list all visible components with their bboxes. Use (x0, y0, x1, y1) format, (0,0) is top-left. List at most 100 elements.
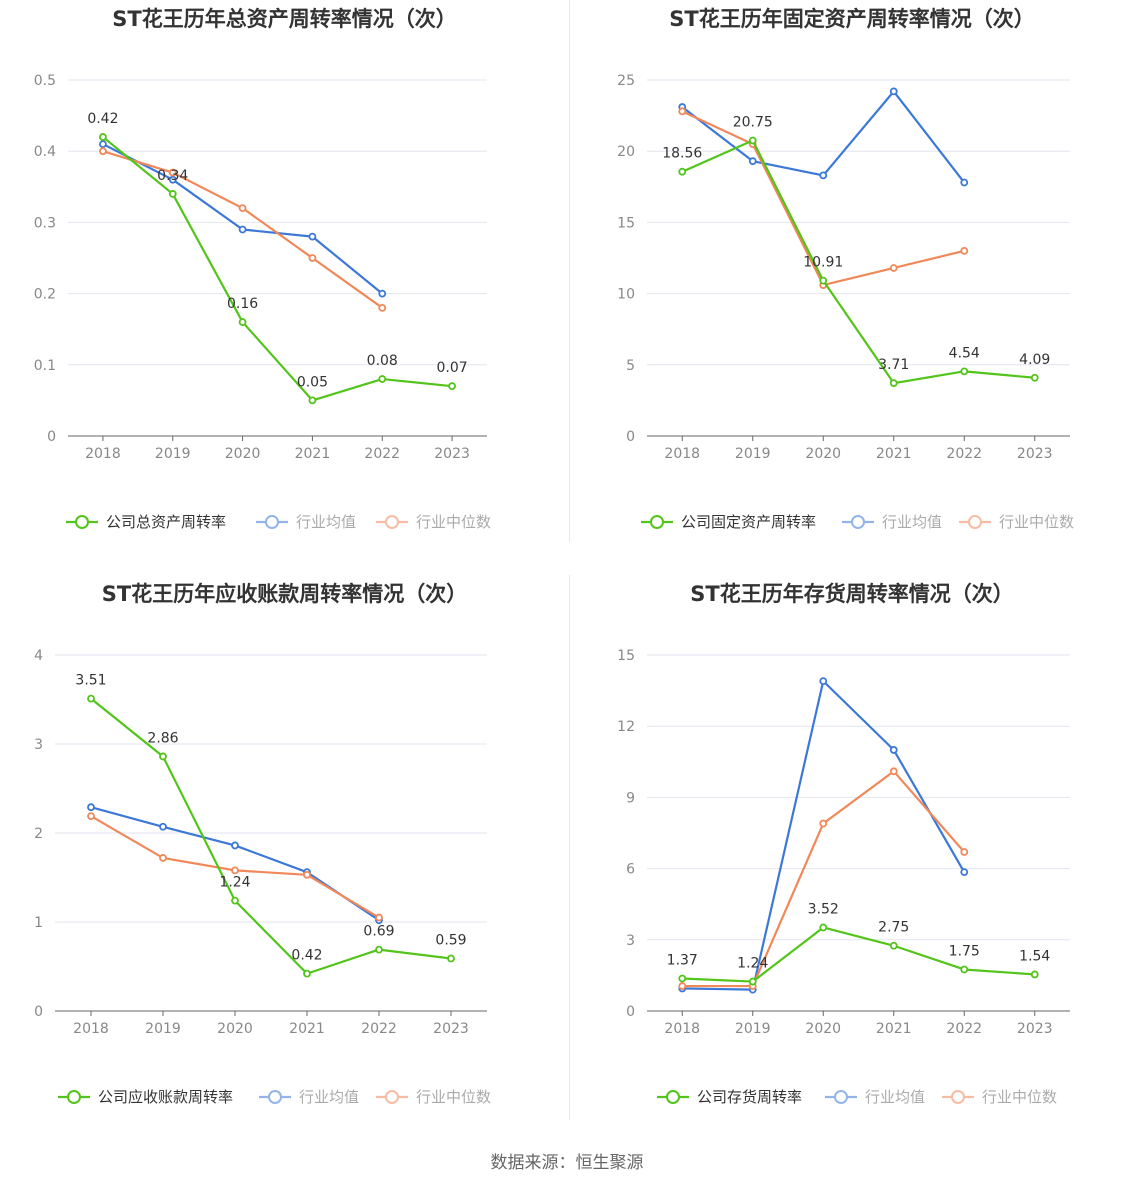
data-point-company (748, 977, 757, 986)
legend-swatch-marker (67, 1090, 81, 1104)
x-tick-label: 2022 (946, 1021, 982, 1037)
x-tick-label: 2021 (295, 446, 331, 462)
legend-swatch-marker (968, 515, 982, 529)
data-label: 2.75 (878, 920, 909, 936)
x-tick-label: 2019 (145, 1021, 181, 1037)
data-point-company (678, 974, 687, 983)
y-tick-label: 2 (34, 826, 43, 842)
data-point-company (159, 752, 167, 761)
y-tick-label: 20 (617, 144, 635, 160)
x-tick-label: 2020 (225, 446, 261, 462)
legend-swatch-marker (75, 515, 89, 529)
vertical-divider-top (569, 0, 570, 542)
data-point-industry-median (87, 812, 95, 820)
data-label: 0.16 (227, 296, 258, 312)
data-point-company (168, 190, 177, 198)
data-point-company (308, 396, 317, 405)
chart-receivables-turnover: ST花王历年应收账款周转率情况（次） 0 1 2 3 4 2018 2019 2020 2021 2… (34, 582, 491, 1106)
data-label: 0.42 (291, 948, 322, 964)
legend-label: 行业均值 (299, 1088, 359, 1106)
y-tick-label: 10 (617, 287, 635, 303)
x-tick-label: 2020 (805, 446, 841, 462)
data-label: 18.56 (662, 146, 702, 162)
legend-label: 公司固定资产周转率 (681, 513, 816, 531)
legend-label: 行业均值 (865, 1088, 925, 1106)
legend-item-company: 公司固定资产周转率 (641, 513, 816, 531)
data-point-industry-median (960, 246, 969, 255)
legend-item-company: 公司存货周转率 (657, 1088, 802, 1106)
series-line-company (102, 136, 453, 402)
x-tick-label: 2019 (735, 1021, 771, 1037)
chart-title: ST花王历年总资产周转率情况（次） (112, 7, 456, 31)
data-label: 4.09 (1019, 352, 1050, 368)
y-tick-label: 0 (47, 429, 56, 445)
legend-item-industry-average: 行业均值 (825, 1088, 925, 1106)
data-point-company (448, 382, 456, 391)
legend-swatch-marker (385, 515, 399, 529)
data-label: 1.54 (1019, 948, 1050, 964)
legend-label: 行业中位数 (416, 513, 491, 531)
data-label: 20.75 (733, 115, 773, 131)
chart-title: ST花王历年存货周转率情况（次） (690, 582, 1013, 606)
data-point-industry-median (889, 767, 898, 776)
y-tick-label: 15 (617, 215, 635, 231)
data-point-industry-average (159, 822, 167, 831)
legend-item-company: 公司应收账款周转率 (58, 1088, 233, 1106)
data-point-industry-average (308, 232, 317, 241)
y-tick-label: 9 (626, 790, 635, 806)
data-point-company (819, 276, 828, 285)
legend-item-company: 公司总资产周转率 (66, 513, 226, 531)
data-point-industry-median (678, 107, 687, 116)
legend-label: 行业中位数 (982, 1088, 1057, 1106)
data-label: 0.59 (435, 932, 466, 948)
legend-label: 行业中位数 (999, 513, 1074, 531)
data-label: 0.69 (363, 924, 394, 940)
legend-label: 行业均值 (296, 513, 356, 531)
y-tick-label: 0.3 (34, 215, 56, 231)
data-point-industry-median (960, 848, 969, 856)
data-source-note: 数据来源：恒生聚源 (490, 1153, 644, 1173)
series-line-industry-median (682, 770, 966, 988)
legend-swatch-marker (851, 515, 865, 529)
x-tick-label: 2023 (1017, 446, 1053, 462)
legend-item-industry-median: 行业中位数 (959, 513, 1074, 531)
x-tick-label: 2023 (434, 446, 470, 462)
x-tick-label: 2018 (73, 1021, 109, 1037)
data-point-industry-average (819, 171, 828, 180)
data-point-industry-median (889, 264, 898, 272)
y-tick-label: 15 (617, 648, 635, 664)
legend-label: 公司存货周转率 (697, 1088, 802, 1106)
data-point-industry-average (889, 87, 898, 96)
data-point-industry-average (889, 746, 898, 754)
vertical-divider-bottom (569, 575, 570, 1120)
x-tick-label: 2019 (155, 446, 191, 462)
data-label: 0.42 (87, 111, 118, 127)
legend-item-industry-median: 行业中位数 (376, 1088, 491, 1106)
x-tick-label: 2019 (735, 446, 771, 462)
data-point-company (960, 367, 969, 376)
y-tick-label: 0.2 (34, 287, 56, 303)
data-point-company (748, 136, 757, 145)
data-point-industry-median (308, 254, 317, 262)
legend-swatch-marker (666, 1090, 680, 1104)
data-label: 1.75 (949, 943, 980, 959)
y-tick-label: 0.4 (34, 144, 56, 160)
y-tick-label: 4 (34, 648, 43, 664)
data-point-company (889, 941, 898, 950)
y-tick-label: 3 (34, 737, 43, 753)
legend-item-industry-average: 行业均值 (259, 1088, 359, 1106)
data-point-industry-average (378, 289, 387, 298)
data-point-company (1030, 970, 1039, 979)
legend-item-industry-average: 行业均值 (256, 513, 356, 531)
data-label: 1.24 (737, 956, 768, 972)
data-point-industry-average (819, 677, 828, 686)
data-point-industry-average (960, 868, 969, 877)
data-point-company (1030, 373, 1039, 382)
legend-swatch-marker (265, 515, 279, 529)
chart-fixed-asset-turnover: ST花王历年固定资产周转率情况（次） 0 5 10 15 20 25 2018 2019 2020… (617, 7, 1074, 531)
chart-title: ST花王历年应收账款周转率情况（次） (102, 582, 467, 606)
data-point-industry-median (159, 854, 167, 862)
data-point-industry-median (168, 168, 177, 177)
x-tick-label: 2018 (85, 446, 121, 462)
data-point-industry-average (748, 157, 757, 166)
